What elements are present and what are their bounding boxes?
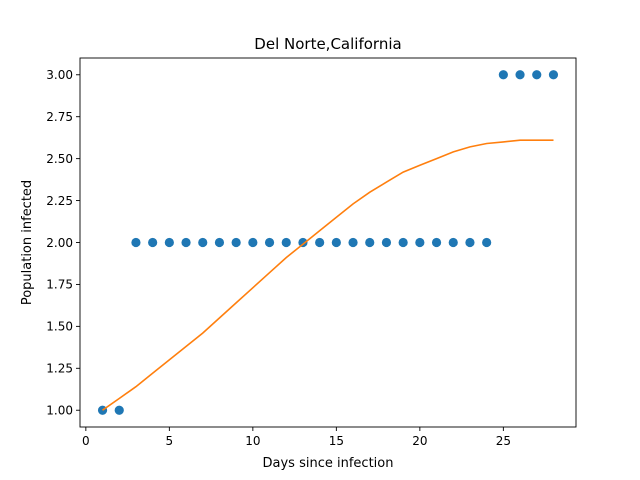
axes-frame: [79, 57, 577, 428]
fit-curve: [102, 139, 554, 411]
data-point: [431, 237, 442, 248]
y-tick-label: 1.25: [46, 362, 73, 376]
data-point: [365, 237, 375, 248]
data-point: [231, 237, 241, 248]
data-point: [131, 237, 141, 248]
data-point: [448, 237, 458, 248]
x-axis-label: Days since infection: [263, 456, 394, 471]
data-point: [114, 405, 124, 415]
y-tick-label: 3.00: [46, 68, 73, 82]
y-tick-label: 2.00: [46, 236, 73, 250]
data-point: [148, 237, 158, 248]
data-point: [532, 70, 542, 80]
data-point: [264, 237, 275, 248]
y-axis-label: Population infected: [20, 180, 35, 305]
chart-title: Del Norte,California: [254, 35, 401, 53]
x-tick-label: 5: [166, 434, 174, 448]
x-tick-label: 10: [245, 434, 260, 448]
data-point: [348, 237, 358, 248]
data-point: [164, 237, 174, 248]
data-point: [198, 237, 208, 248]
y-tick-label: 1.75: [46, 278, 73, 292]
data-point: [281, 237, 291, 248]
data-point: [415, 237, 425, 248]
x-axis-ticks: 0 5 10 15 20 25: [82, 427, 511, 448]
data-point: [498, 70, 508, 80]
x-tick-label: 15: [329, 434, 344, 448]
x-tick-label: 0: [82, 434, 90, 448]
data-point: [381, 237, 392, 248]
y-tick-label: 2.25: [46, 194, 73, 208]
plot-area: [97, 70, 559, 415]
data-point: [315, 237, 325, 248]
y-tick-label: 1.50: [46, 320, 73, 334]
y-tick-label: 2.50: [46, 152, 73, 166]
data-point: [482, 237, 492, 248]
data-point: [465, 237, 475, 248]
data-point: [248, 237, 258, 248]
y-axis-ticks: 1.00 1.25 1.50 1.75 2.00 2.25 2.50 2.75 3.00: [46, 68, 80, 418]
x-tick-label: 20: [412, 434, 427, 448]
data-point: [331, 237, 341, 248]
data-point: [398, 237, 408, 248]
data-point: [298, 237, 308, 248]
x-tick-label: 25: [496, 434, 511, 448]
y-tick-label: 2.75: [46, 110, 73, 124]
data-point: [214, 237, 225, 248]
data-point: [515, 70, 525, 80]
data-point: [548, 70, 559, 80]
y-tick-label: 1.00: [46, 404, 73, 418]
data-point: [181, 237, 191, 248]
